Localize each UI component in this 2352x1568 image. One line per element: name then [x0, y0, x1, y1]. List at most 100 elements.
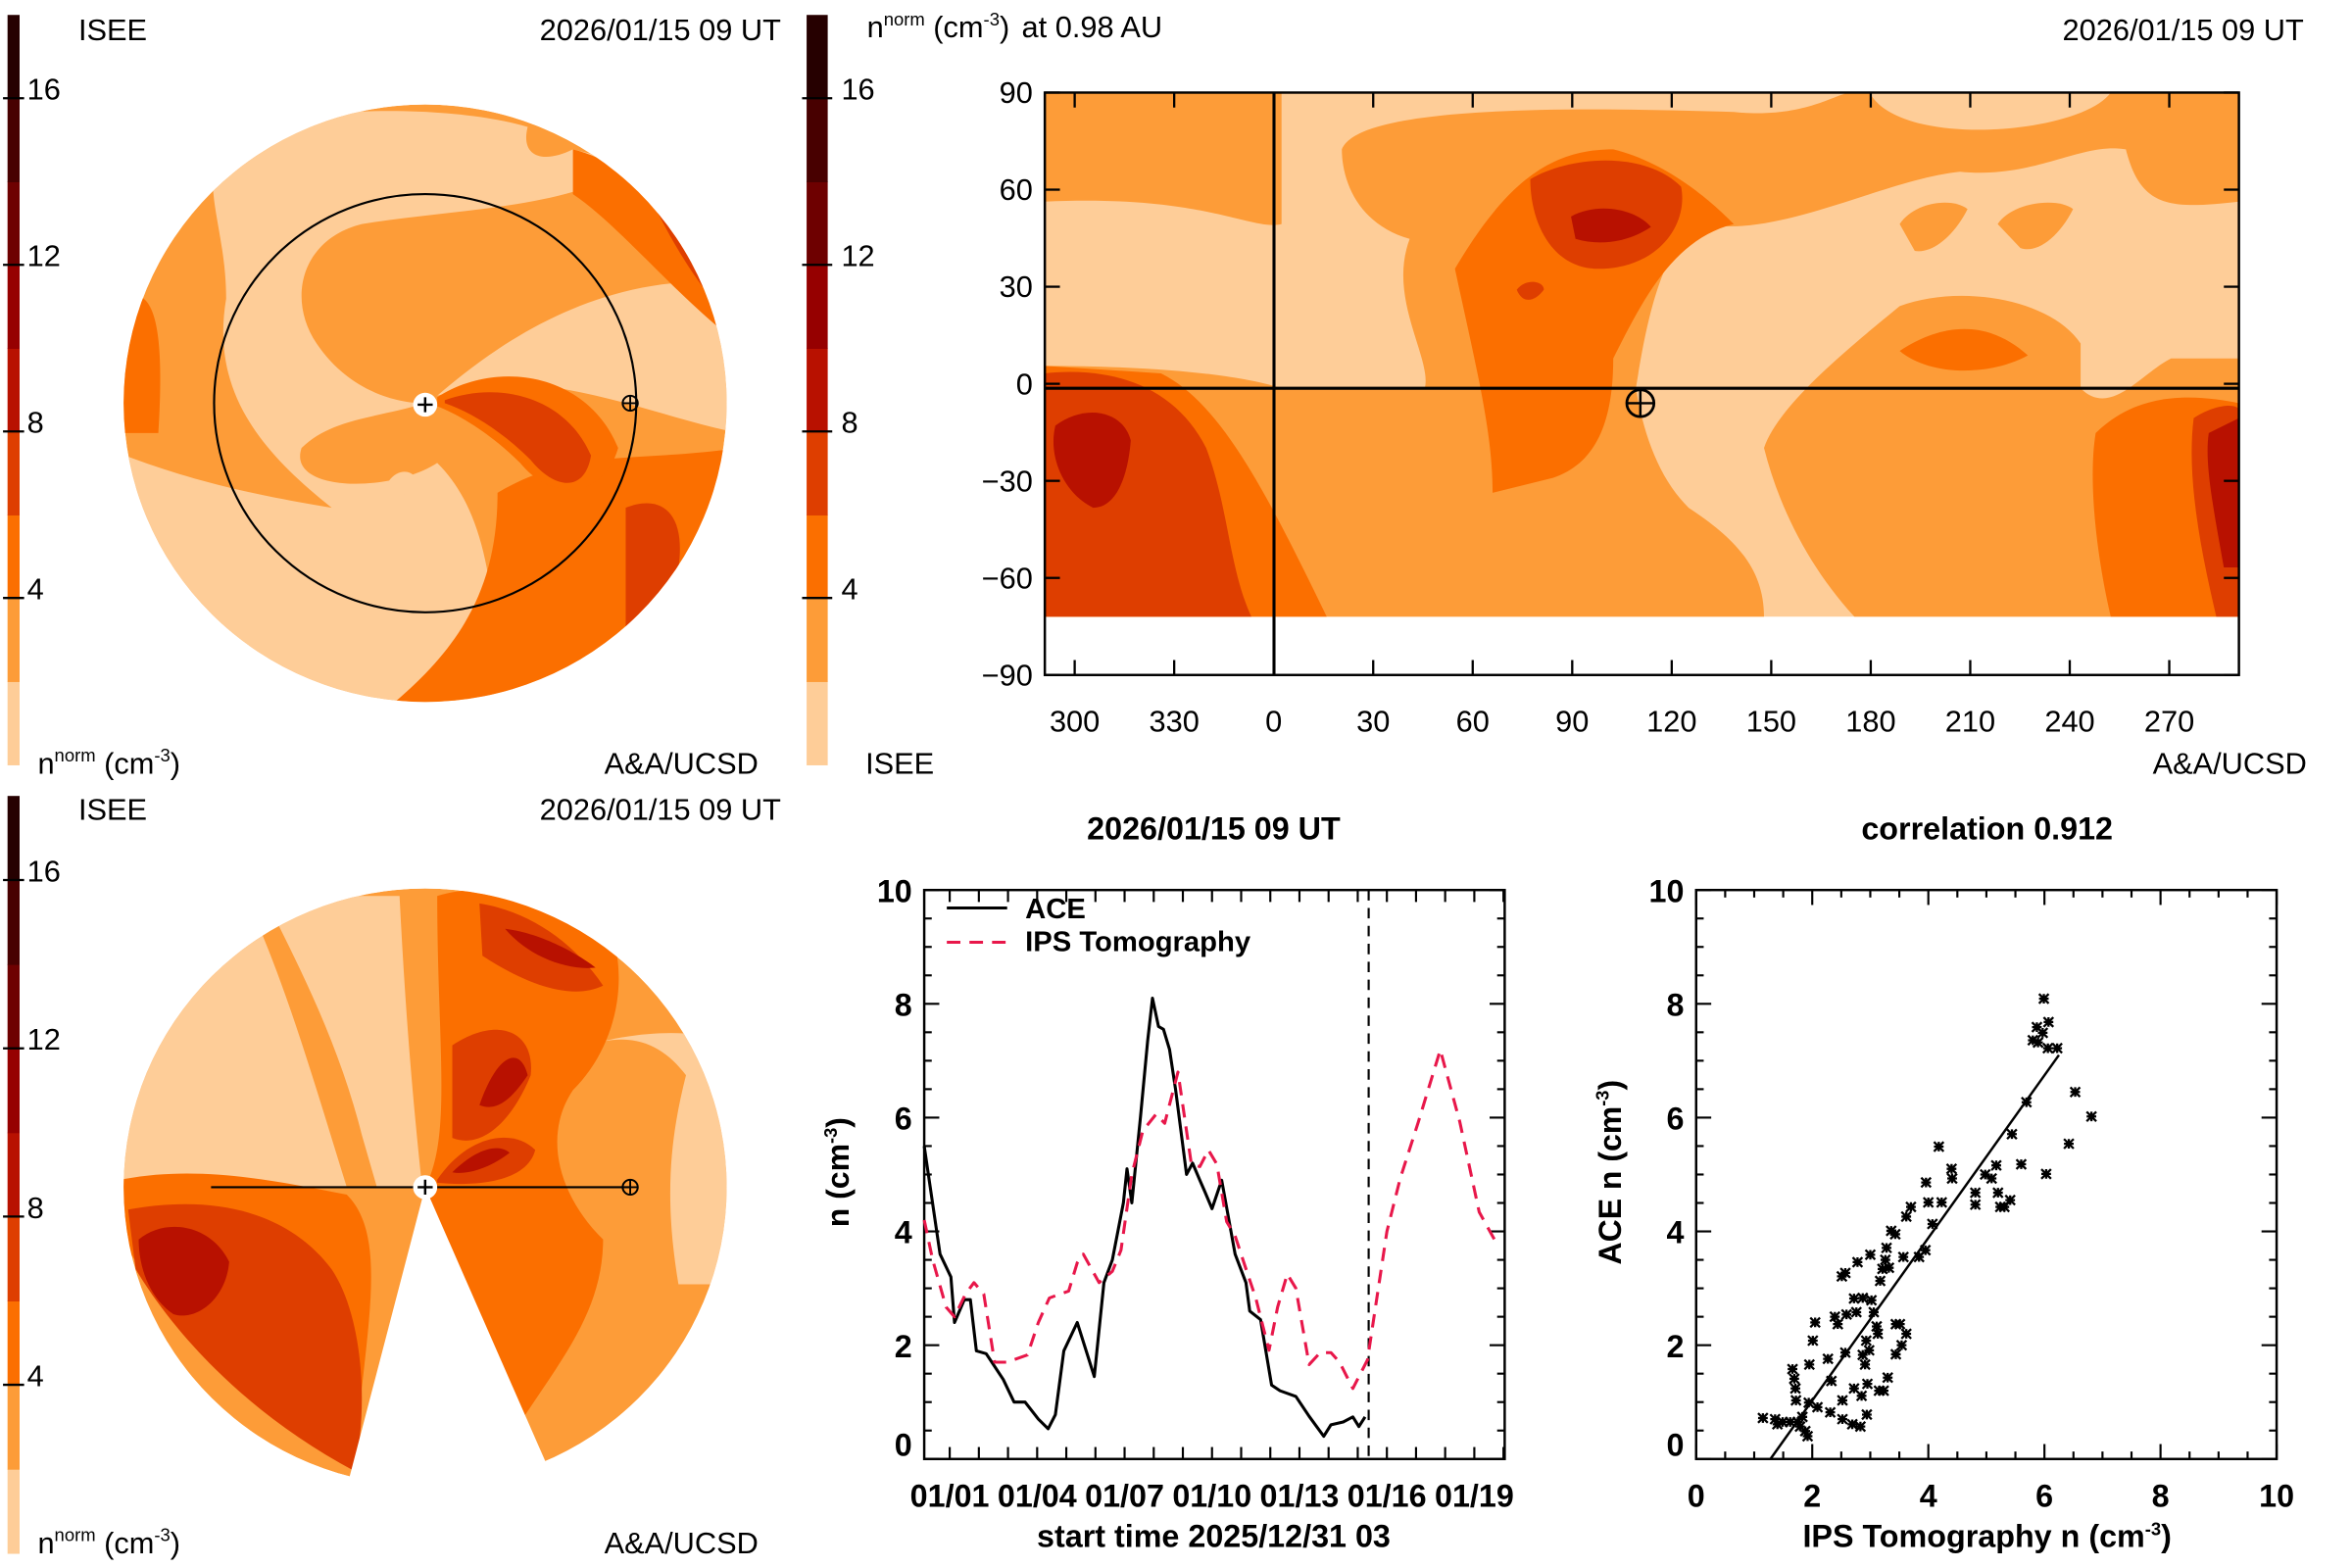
- colorbar-tick-label: 4: [841, 573, 858, 607]
- scatter-point: [1933, 1141, 1945, 1152]
- x-tick-label: 2: [1803, 1479, 1821, 1514]
- unit-label: nnorm (cm-3): [37, 745, 180, 780]
- scatter-point: [1920, 1176, 1933, 1189]
- sun-icon: [413, 1175, 438, 1200]
- contour-level-5: [1053, 412, 1131, 509]
- scatter-point: [2031, 1021, 2043, 1033]
- scatter-point: [1851, 1256, 1864, 1268]
- scatter-point: [2042, 1016, 2055, 1028]
- scatter-point: [1864, 1249, 1877, 1261]
- x-tick-label: 01/04: [998, 1479, 1077, 1514]
- scatter-point: [1796, 1411, 1808, 1423]
- lon-tick-label: 60: [1456, 706, 1490, 739]
- lon-tick-label: 270: [2144, 706, 2194, 739]
- scatter-point: [2041, 1042, 2054, 1054]
- scatter-point: [1839, 1267, 1851, 1279]
- scatter-point: [1794, 1420, 1806, 1433]
- scatter-point: [1826, 1375, 1838, 1387]
- y-tick-label: 8: [1666, 988, 1684, 1023]
- scatter-point: [1897, 1250, 1909, 1263]
- y-tick-label: 6: [1666, 1102, 1684, 1137]
- contour-level-5: [2207, 417, 2239, 568]
- lon-tick-label: 210: [1945, 706, 1995, 739]
- correlation-scatter-chart: correlation 0.912 00 2 2 4 4 6 6 8 8 10 10 IPS Tom…: [1592, 811, 2294, 1554]
- colorbar-level-8: [7, 880, 20, 965]
- lat-tick-label: 30: [1000, 270, 1033, 304]
- y-axis-label: n (cm-3): [820, 1117, 856, 1227]
- contour-level-2: [1997, 202, 2074, 250]
- scatter-point: [1777, 1416, 1788, 1428]
- y-tick-label: 0: [895, 1428, 912, 1463]
- scatter-point: [1998, 1200, 2011, 1213]
- lat-tick-label: −90: [982, 660, 1033, 693]
- timestamp-label: 2026/01/15 09 UT: [540, 794, 781, 827]
- scatter-point: [2063, 1138, 2075, 1150]
- scatter-point: [1784, 1416, 1796, 1428]
- contour-level-4: [444, 392, 592, 483]
- contour-level-5: [452, 1148, 510, 1173]
- scatter-point: [1860, 1335, 1873, 1347]
- y-tick-label: 2: [895, 1329, 912, 1364]
- sun-icon: [413, 392, 438, 417]
- colorbar-tick-label: 4: [27, 1360, 44, 1394]
- lat-tick-label: 60: [1000, 173, 1033, 207]
- scatter-point: [1801, 1430, 1814, 1443]
- scatter-point: [1771, 1418, 1784, 1431]
- scatter-point: [1822, 1352, 1834, 1365]
- lat-tick-label: 0: [1016, 368, 1033, 401]
- scatter-point: [1900, 1328, 1912, 1340]
- contour-level-4: [625, 503, 680, 627]
- scatter-point: [1992, 1187, 2004, 1199]
- scatter-point: [1832, 1318, 1844, 1330]
- scatter-point: [1871, 1320, 1883, 1333]
- no-data-wedge: [345, 1187, 560, 1494]
- scatter-point: [2027, 1034, 2039, 1047]
- colorbar-level-6: [807, 265, 828, 349]
- credit-label: A&A/UCSD: [605, 747, 759, 780]
- x-tick-label: 10: [2259, 1479, 2294, 1514]
- scatter-point: [1880, 1253, 1891, 1266]
- colorbar-level-9: [7, 796, 20, 881]
- source-label: ISEE: [78, 794, 147, 827]
- scatter-point: [1837, 1395, 1848, 1406]
- scatter-point: [1872, 1328, 1884, 1340]
- scatter-point: [1791, 1416, 1804, 1428]
- y-tick-label: 0: [1666, 1428, 1684, 1463]
- scatter-point: [1945, 1162, 1958, 1175]
- lat-tick-label: 90: [1000, 76, 1033, 110]
- scatter-point: [1946, 1172, 1958, 1185]
- colorbar-level-5: [7, 348, 20, 432]
- scatter-point: [1848, 1383, 1860, 1395]
- scatter-point: [1809, 1316, 1821, 1329]
- contour-level-5: [505, 928, 596, 968]
- x-tick-label: 01/13: [1260, 1479, 1340, 1514]
- scatter-point: [1969, 1199, 1982, 1210]
- contour-level-4: [1516, 281, 1544, 300]
- x-tick-label: 01/19: [1435, 1479, 1514, 1514]
- scatter-point: [1757, 1412, 1769, 1424]
- scatter-point: [1889, 1348, 1902, 1360]
- earth-icon: [621, 394, 639, 413]
- x-tick-label: 01/16: [1348, 1479, 1427, 1514]
- x-axis-label: IPS Tomography n (cm-3): [1802, 1519, 2171, 1554]
- scatter-plot-area: 00 2 2 4 4 6 6 8 8 10 10: [1649, 874, 2295, 1514]
- scatter-point: [2085, 1110, 2097, 1122]
- colorbar-level-2: [7, 1385, 20, 1470]
- colorbar-level-7: [7, 963, 20, 1050]
- timestamp-label: 2026/01/15 09 UT: [540, 14, 781, 47]
- x-axis-label: start time 2025/12/31 03: [1037, 1519, 1391, 1554]
- colorbar-bottom-left: 4 8 12 16: [3, 796, 61, 1554]
- scatter-point: [2069, 1086, 2082, 1098]
- earth-icon: [1625, 388, 1656, 418]
- scatter-point: [1861, 1408, 1873, 1421]
- lat-tick-label: −30: [982, 465, 1033, 498]
- y-tick-label: 6: [895, 1102, 912, 1137]
- scatter-point: [1893, 1318, 1906, 1330]
- scatter-point: [1861, 1378, 1874, 1390]
- scatter-point: [2036, 1027, 2049, 1039]
- scatter-point: [1979, 1168, 1991, 1181]
- y-tick-label: 2: [1666, 1329, 1684, 1364]
- credit-label: A&A/UCSD: [2153, 747, 2307, 780]
